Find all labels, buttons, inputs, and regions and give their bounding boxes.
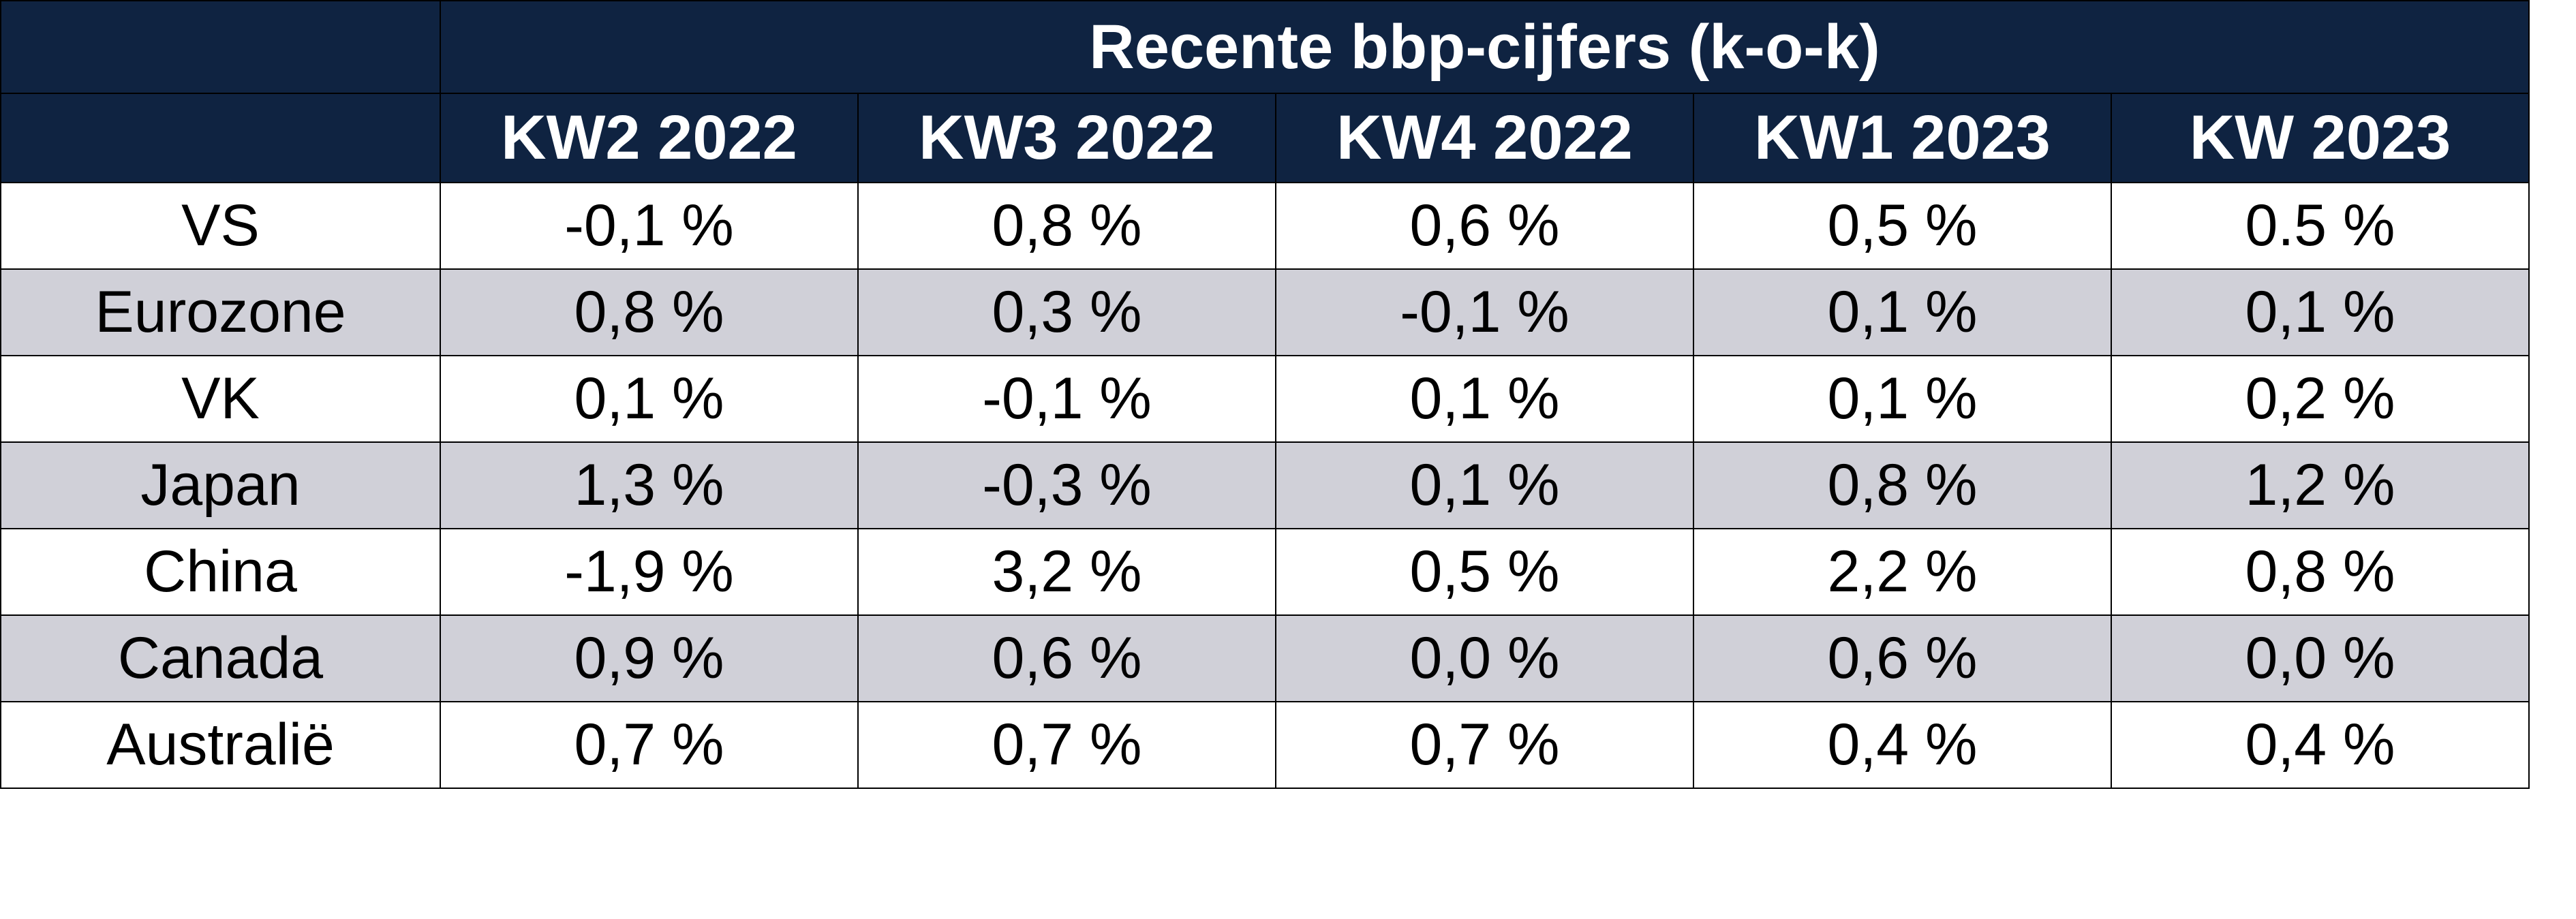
value-cell: 2,2 % — [1693, 528, 2112, 616]
value-cell: 0,8 % — [857, 182, 1276, 270]
column-header: KW4 2022 — [1275, 93, 1694, 183]
country-cell: Japan — [0, 441, 441, 529]
value-cell: 0,0 % — [1275, 614, 1694, 702]
value-cell: -0,1 % — [440, 182, 859, 270]
corner-cell-2 — [0, 93, 441, 183]
table-row: Australië 0,7 % 0,7 % 0,7 % 0,4 % 0,4 % — [0, 701, 2530, 789]
gdp-table: Recente bbp-cijfers (k-o-k) KW2 2022 KW3… — [0, 0, 2530, 789]
value-cell: 0,0 % — [2111, 614, 2530, 702]
table-row: Eurozone 0,8 % 0,3 % -0,1 % 0,1 % 0,1 % — [0, 268, 2530, 356]
value-cell: 0,8 % — [440, 268, 859, 356]
value-cell: 0.5 % — [2111, 182, 2530, 270]
value-cell: 0,1 % — [1693, 268, 2112, 356]
country-cell: Eurozone — [0, 268, 441, 356]
value-cell: 0,3 % — [857, 268, 1276, 356]
value-cell: 0,8 % — [2111, 528, 2530, 616]
value-cell: 0,7 % — [440, 701, 859, 789]
value-cell: -0,3 % — [857, 441, 1276, 529]
value-cell: 0,5 % — [1693, 182, 2112, 270]
column-header-row: KW2 2022 KW3 2022 KW4 2022 KW1 2023 KW 2… — [0, 93, 2530, 183]
value-cell: 0,5 % — [1275, 528, 1694, 616]
table-row: VK 0,1 % -0,1 % 0,1 % 0,1 % 0,2 % — [0, 355, 2530, 443]
column-header: KW 2023 — [2111, 93, 2530, 183]
table-row: China -1,9 % 3,2 % 0,5 % 2,2 % 0,8 % — [0, 528, 2530, 616]
value-cell: 0,7 % — [1275, 701, 1694, 789]
column-header: KW3 2022 — [857, 93, 1276, 183]
value-cell: 1,2 % — [2111, 441, 2530, 529]
value-cell: 0,8 % — [1693, 441, 2112, 529]
value-cell: 0,1 % — [2111, 268, 2530, 356]
country-cell: VS — [0, 182, 441, 270]
value-cell: 0,9 % — [440, 614, 859, 702]
corner-cell — [0, 0, 441, 94]
value-cell: 1,3 % — [440, 441, 859, 529]
value-cell: 0,4 % — [1693, 701, 2112, 789]
country-cell: Australië — [0, 701, 441, 789]
value-cell: -0,1 % — [1275, 268, 1694, 356]
value-cell: 0,6 % — [1275, 182, 1694, 270]
value-cell: 0,1 % — [1275, 355, 1694, 443]
value-cell: 0,7 % — [857, 701, 1276, 789]
value-cell: 0,6 % — [1693, 614, 2112, 702]
value-cell: 0,1 % — [440, 355, 859, 443]
country-cell: Canada — [0, 614, 441, 702]
value-cell: 3,2 % — [857, 528, 1276, 616]
table-row: Canada 0,9 % 0,6 % 0,0 % 0,6 % 0,0 % — [0, 614, 2530, 702]
column-header: KW1 2023 — [1693, 93, 2112, 183]
value-cell: 0,1 % — [1693, 355, 2112, 443]
column-header: KW2 2022 — [440, 93, 859, 183]
table-title: Recente bbp-cijfers (k-o-k) — [440, 0, 2530, 94]
value-cell: 0,2 % — [2111, 355, 2530, 443]
country-cell: VK — [0, 355, 441, 443]
value-cell: -0,1 % — [857, 355, 1276, 443]
value-cell: 0,4 % — [2111, 701, 2530, 789]
table-row: VS -0,1 % 0,8 % 0,6 % 0,5 % 0.5 % — [0, 182, 2530, 270]
title-row: Recente bbp-cijfers (k-o-k) — [0, 0, 2530, 94]
value-cell: 0,1 % — [1275, 441, 1694, 529]
value-cell: 0,6 % — [857, 614, 1276, 702]
country-cell: China — [0, 528, 441, 616]
table-row: Japan 1,3 % -0,3 % 0,1 % 0,8 % 1,2 % — [0, 441, 2530, 529]
value-cell: -1,9 % — [440, 528, 859, 616]
